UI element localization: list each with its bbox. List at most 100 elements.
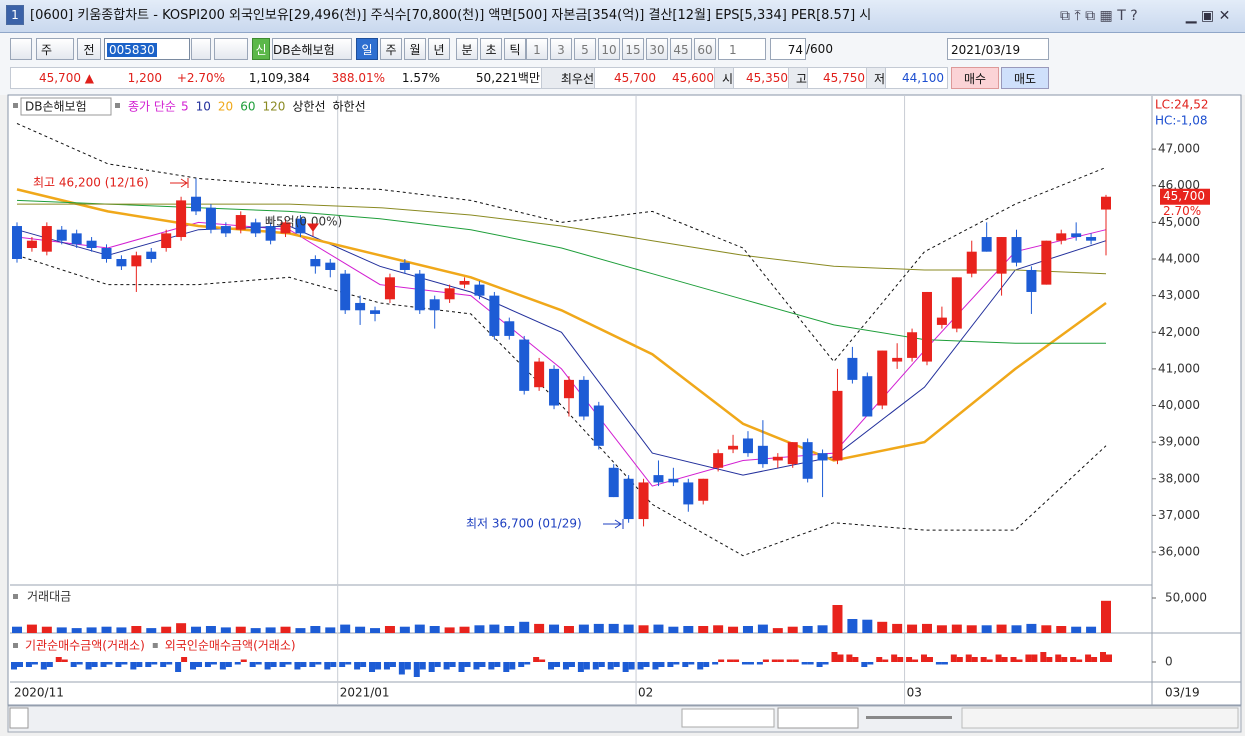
interval-button[interactable]: 60 bbox=[694, 38, 716, 60]
interval-button[interactable]: 30 bbox=[646, 38, 668, 60]
candle-body bbox=[563, 379, 574, 399]
candle-body bbox=[235, 215, 246, 230]
volume-bar bbox=[608, 623, 619, 633]
volume-bar bbox=[907, 624, 918, 633]
stock-name[interactable]: DB손해보험 bbox=[272, 38, 352, 60]
netbuy-bar bbox=[756, 662, 763, 665]
netbuy-bar bbox=[175, 662, 182, 672]
last-date: 03/19 bbox=[1165, 686, 1200, 700]
candle-body bbox=[265, 226, 276, 241]
market[interactable]: 전 bbox=[77, 38, 101, 60]
tool-icon[interactable] bbox=[10, 38, 32, 60]
y-tick-label: 40,000 bbox=[1158, 398, 1200, 412]
candle-body bbox=[907, 332, 918, 358]
price-tag-text: 45,700 bbox=[1163, 189, 1205, 203]
netbuy-bar bbox=[100, 662, 107, 667]
date-input[interactable]: 2021/03/19 bbox=[947, 38, 1049, 60]
lc-label: LC:24,52 bbox=[1155, 98, 1208, 112]
candle-body bbox=[355, 302, 366, 311]
volume-bar bbox=[578, 624, 589, 633]
netbuy-bar bbox=[151, 662, 158, 665]
netbuy-bar bbox=[548, 662, 555, 670]
new-badge[interactable]: 신 bbox=[252, 38, 270, 60]
volume-bar bbox=[116, 627, 127, 633]
netbuy-bar bbox=[115, 662, 122, 667]
period-button[interactable]: 일 bbox=[356, 38, 378, 60]
legend-prefix: 종가 단순 bbox=[128, 100, 176, 114]
volume-bar bbox=[295, 628, 306, 633]
interval-button[interactable]: 3 bbox=[550, 38, 572, 60]
buy-button[interactable]: 매수 bbox=[951, 67, 999, 89]
netbuy-bar bbox=[1031, 654, 1038, 662]
window-controls[interactable]: ▁ ▣ ✕ bbox=[1185, 8, 1231, 24]
netbuy-bar bbox=[986, 659, 993, 662]
volume-bar bbox=[623, 624, 634, 633]
window-number[interactable]: 1 bbox=[6, 5, 24, 25]
y-tick-label: 36,000 bbox=[1158, 545, 1200, 559]
netbuy-bar bbox=[891, 654, 898, 662]
period-button[interactable]: 주 bbox=[380, 38, 402, 60]
volume-bar bbox=[921, 623, 932, 633]
netbuy-bar bbox=[443, 662, 450, 670]
interval-button[interactable]: 10 bbox=[598, 38, 620, 60]
period-button[interactable]: 틱 bbox=[504, 38, 526, 60]
volume-bar bbox=[429, 626, 440, 633]
netbuy-bar bbox=[941, 662, 948, 665]
netbuy-title: 기관순매수금액(거래소) bbox=[25, 639, 145, 653]
netbuy-bar bbox=[76, 662, 83, 665]
count-max: /600 bbox=[806, 42, 833, 56]
sell-button[interactable]: 매도 bbox=[1001, 67, 1049, 89]
title-icons[interactable]: ⧉ ⤒ ⧉ ▦ T ? bbox=[1060, 8, 1138, 24]
netbuy-bar bbox=[583, 662, 590, 670]
netbuy-bar bbox=[518, 662, 525, 667]
period-button[interactable]: 월 bbox=[404, 38, 426, 60]
interval-button[interactable]: 45 bbox=[670, 38, 692, 60]
panel-marker bbox=[13, 594, 18, 599]
sound[interactable] bbox=[214, 38, 248, 60]
netbuy-bar bbox=[920, 654, 927, 662]
candle-body bbox=[325, 262, 336, 270]
code-input[interactable]: 005830 bbox=[104, 38, 190, 60]
period-button[interactable]: 년 bbox=[428, 38, 450, 60]
chart-tools[interactable] bbox=[848, 38, 944, 60]
volume-bar bbox=[489, 624, 500, 633]
period-type[interactable]: 주 bbox=[36, 38, 74, 60]
netbuy-bar bbox=[1001, 657, 1008, 662]
count[interactable]: 74 bbox=[770, 38, 806, 60]
netbuy-bar bbox=[458, 662, 465, 672]
quote-change-pct: +2.70% bbox=[176, 71, 225, 85]
candle-body bbox=[638, 482, 649, 520]
volume-bar bbox=[757, 624, 768, 633]
volume-bar bbox=[176, 623, 187, 633]
candle-body bbox=[698, 478, 709, 501]
interval-value[interactable]: 1 bbox=[718, 38, 766, 60]
scroll-thumb[interactable] bbox=[681, 708, 775, 728]
period-button[interactable]: 초 bbox=[480, 38, 502, 60]
netbuy-bar bbox=[622, 662, 629, 672]
interval-button[interactable]: 5 bbox=[574, 38, 596, 60]
candle-body bbox=[504, 321, 515, 336]
netbuy-bar bbox=[339, 662, 346, 667]
y-tick-label: 0 bbox=[1165, 655, 1173, 669]
quote-high: 45,750 bbox=[823, 71, 865, 85]
volume-bar bbox=[802, 626, 813, 633]
candle-body bbox=[593, 405, 604, 446]
candle-body bbox=[1026, 269, 1037, 292]
down-arrow bbox=[307, 223, 319, 236]
period-button[interactable]: 분 bbox=[456, 38, 478, 60]
quote-price: 45,700 ▲ bbox=[38, 71, 94, 85]
candle-body bbox=[802, 442, 813, 479]
zoom-slider[interactable] bbox=[866, 716, 952, 719]
netbuy-bar bbox=[792, 659, 799, 662]
play-controls[interactable] bbox=[777, 707, 859, 729]
bottom-tools[interactable] bbox=[961, 707, 1239, 729]
netbuy-bar bbox=[539, 659, 546, 662]
y-tick-label: 38,000 bbox=[1158, 471, 1200, 485]
search[interactable] bbox=[191, 38, 211, 60]
netbuy-bar bbox=[1010, 657, 1017, 662]
interval-button[interactable]: 1 bbox=[526, 38, 548, 60]
volume-bar bbox=[86, 627, 97, 633]
netbuy-bar bbox=[777, 659, 784, 662]
scroll-left[interactable] bbox=[9, 707, 29, 729]
interval-button[interactable]: 15 bbox=[622, 38, 644, 60]
